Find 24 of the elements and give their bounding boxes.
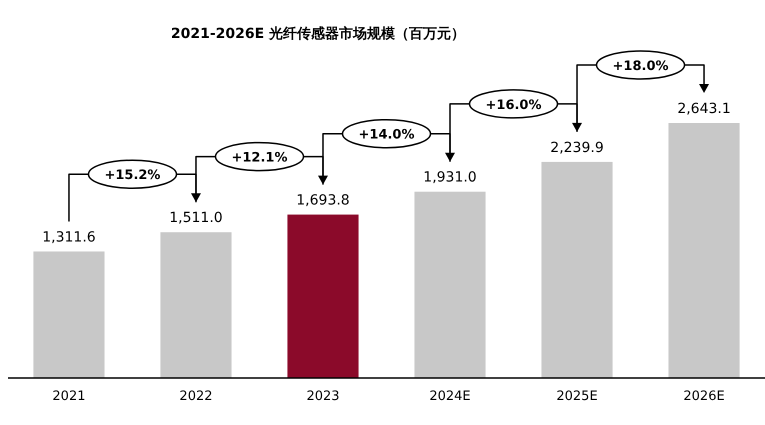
data-label: 1,511.0 bbox=[169, 210, 223, 226]
bar bbox=[541, 162, 613, 378]
data-label: 2,239.9 bbox=[550, 140, 604, 156]
bar bbox=[414, 192, 486, 378]
text: +18.0% bbox=[612, 59, 669, 74]
annotation: +12.1% bbox=[231, 150, 288, 166]
data-label: 1,311.6 bbox=[42, 229, 96, 246]
bar bbox=[668, 123, 740, 378]
bar bbox=[287, 214, 359, 378]
x-tick-label: 2025E bbox=[556, 389, 598, 404]
annotation: +14.0% bbox=[358, 128, 414, 143]
data-label: 1,693.8 bbox=[296, 192, 350, 209]
x-tick-label: 2024E bbox=[429, 389, 471, 404]
bar bbox=[160, 232, 232, 378]
data-label: 2,643.1 bbox=[677, 101, 731, 117]
x-tick-label: 2021 bbox=[52, 389, 86, 404]
annotation: +15.2% bbox=[104, 168, 160, 184]
text: +16.0% bbox=[486, 98, 542, 113]
chart-title: 2021-2026E 光纤传感器市场规模（百万元） bbox=[170, 25, 466, 42]
bar bbox=[33, 251, 105, 378]
x-tick-label: 2023 bbox=[306, 389, 340, 404]
x-tick-label: 2026E bbox=[683, 389, 725, 404]
x-tick-label: 2022 bbox=[179, 389, 213, 404]
data-label: 1,931.0 bbox=[423, 170, 477, 186]
